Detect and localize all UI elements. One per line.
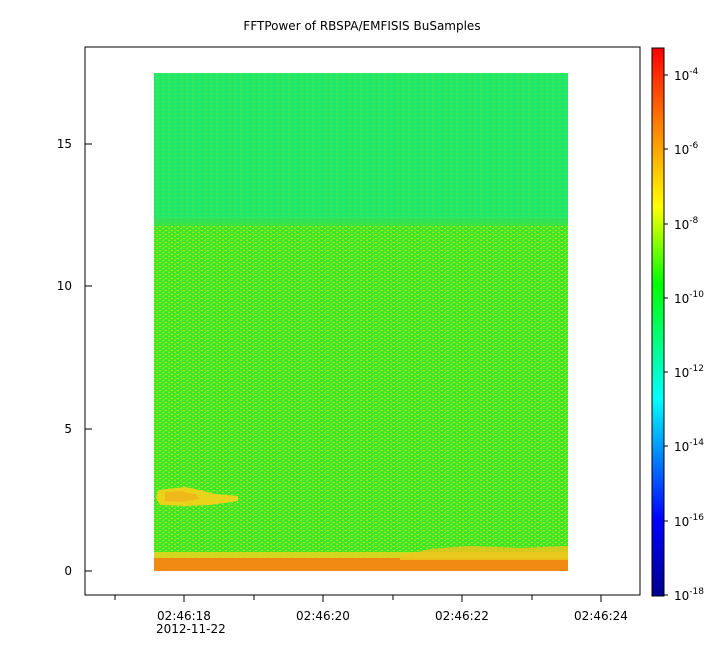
y-tick-label: 0	[64, 564, 72, 578]
colorbar-label: 10-18	[674, 587, 704, 603]
region-low-frequency-bump	[400, 546, 568, 560]
colorbar: 10-4 10-6 10-8 10-10 10-12 10-14 10-16 1…	[651, 47, 704, 603]
colorbar-label: 10-6	[674, 141, 699, 157]
chart-title: FFTPower of RBSPA/EMFISIS BuSamples	[243, 19, 480, 33]
y-tick-label: 5	[64, 422, 72, 436]
colorbar-label-base: 10	[674, 143, 689, 157]
colorbar-label-base: 10	[674, 440, 689, 454]
colorbar-bar	[651, 47, 665, 597]
x-tick-label: 02:46:24	[574, 609, 628, 623]
region-transition	[154, 218, 568, 226]
region-low-frequency-edge	[154, 552, 568, 558]
colorbar-label-exponent: -10	[689, 290, 704, 300]
region-upper-band	[154, 73, 568, 223]
spectrogram-image	[154, 73, 568, 571]
x-tick-label: 02:46:20	[296, 609, 350, 623]
colorbar-ticks	[664, 74, 668, 596]
colorbar-label-exponent: -18	[689, 587, 704, 597]
colorbar-label: 10-14	[674, 438, 704, 454]
colorbar-label: 10-12	[674, 364, 704, 380]
colorbar-label: 10-8	[674, 216, 699, 232]
x-tick-label: 02:46:22	[435, 609, 489, 623]
colorbar-label-base: 10	[674, 292, 689, 306]
x-axis: 02:46:18 02:46:20 02:46:22 02:46:24 2012…	[114, 595, 628, 636]
x-tick-label: 02:46:18	[157, 609, 211, 623]
colorbar-label-base: 10	[674, 366, 689, 380]
colorbar-label-base: 10	[674, 589, 689, 603]
y-tick-label: 15	[57, 137, 72, 151]
colorbar-label-exponent: -4	[689, 67, 698, 77]
colorbar-label-exponent: -16	[689, 513, 704, 523]
colorbar-label-exponent: -12	[689, 364, 704, 374]
y-tick-label: 10	[57, 279, 72, 293]
colorbar-label-exponent: -8	[689, 216, 698, 226]
colorbar-label-base: 10	[674, 515, 689, 529]
colorbar-label-exponent: -6	[689, 141, 698, 151]
y-axis: 0 5 10 15	[57, 137, 92, 578]
region-burst-core	[165, 491, 200, 502]
colorbar-label-base: 10	[674, 69, 689, 83]
colorbar-label: 10-4	[674, 67, 699, 83]
colorbar-label-base: 10	[674, 218, 689, 232]
x-date-label: 2012-11-22	[156, 622, 226, 636]
region-main-band	[154, 223, 568, 559]
region-low-frequency-band	[154, 558, 568, 571]
colorbar-label: 10-10	[674, 290, 704, 306]
colorbar-label-exponent: -14	[689, 438, 704, 448]
colorbar-label: 10-16	[674, 513, 704, 529]
